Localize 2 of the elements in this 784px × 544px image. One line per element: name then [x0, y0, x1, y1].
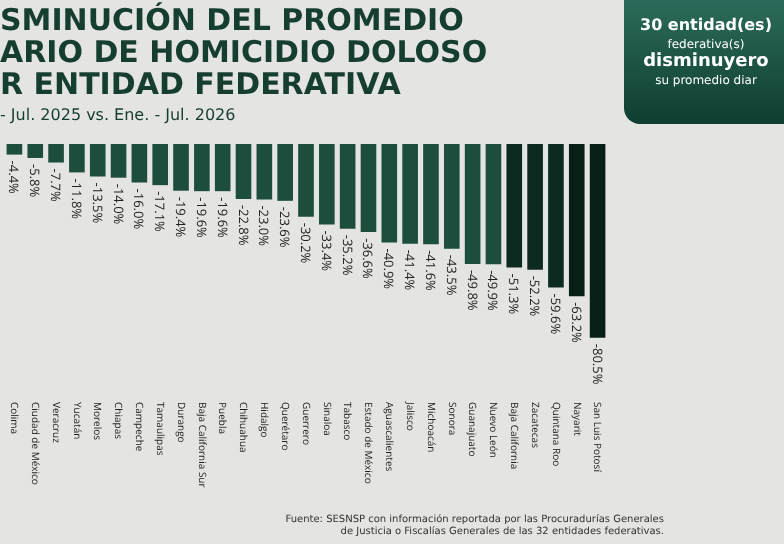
- chart-subtitle: - Jul. 2025 vs. Ene. - Jul. 2026: [0, 106, 236, 124]
- chart-title: SMINUCIÓN DEL PROMEDIO ARIO DE HOMICIDIO DOLOSO R ENTIDAD FEDERATIVA: [0, 2, 488, 102]
